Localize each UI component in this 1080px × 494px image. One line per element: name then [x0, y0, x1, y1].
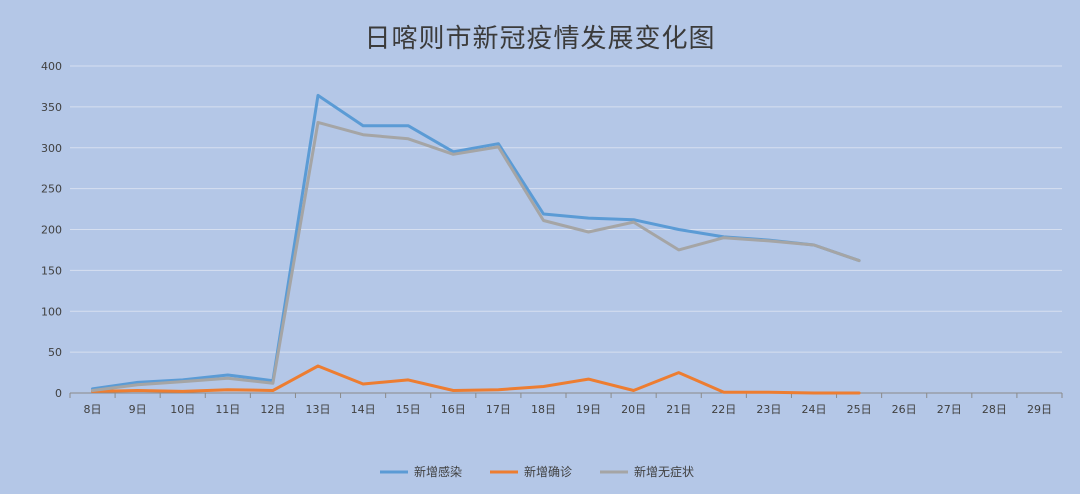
series-line-3: [91, 120, 861, 392]
x-tick-label: 24日: [802, 403, 827, 416]
x-tick-label: 26日: [892, 403, 917, 416]
y-tick-label: 200: [41, 224, 62, 237]
x-tick-label: 9日: [129, 403, 147, 416]
y-tick-label: 150: [41, 264, 62, 277]
x-tick-label: 22日: [711, 403, 736, 416]
x-tick-label: 19日: [576, 403, 601, 416]
legend-label: 新增确诊: [524, 464, 572, 479]
chart-title: 日喀则市新冠疫情发展变化图: [364, 24, 716, 54]
x-tick-label: 21日: [666, 403, 691, 416]
y-tick-label: 50: [48, 346, 62, 359]
x-tick-label: 13日: [306, 403, 331, 416]
legend: 新增感染 新增确诊 新增无症状: [380, 464, 694, 479]
y-tick-label: 400: [41, 60, 62, 73]
series-line-2: [91, 364, 861, 395]
x-tick-label: 28日: [982, 403, 1007, 416]
legend-label: 新增无症状: [634, 464, 694, 479]
x-tick-label: 16日: [441, 403, 466, 416]
x-tick-label: 18日: [531, 403, 556, 416]
y-tick-label: 250: [41, 183, 62, 196]
x-tick-label: 11日: [215, 403, 240, 416]
x-tick-label: 27日: [937, 403, 962, 416]
x-tick-label: 12日: [260, 403, 285, 416]
series-lines: [91, 93, 861, 395]
x-tick-label: 20日: [621, 403, 646, 416]
y-tick-label: 350: [41, 101, 62, 114]
y-tick-label: 100: [41, 305, 62, 318]
axes: 0 50 100 150 200 250 300 350 400 8日 9日 10日 11日 12日 13日…: [41, 60, 1063, 416]
x-tick-label: 17日: [486, 403, 511, 416]
y-tick-label: 300: [41, 142, 62, 155]
x-tick-label: 23日: [756, 403, 781, 416]
y-tick-label: 0: [55, 387, 62, 400]
series-line-1: [91, 93, 861, 391]
x-tick-label: 14日: [351, 403, 376, 416]
x-tick-label: 10日: [170, 403, 195, 416]
x-tick-label: 25日: [847, 403, 872, 416]
grid-lines: [70, 65, 1062, 394]
legend-label: 新增感染: [414, 464, 462, 479]
x-tick-label: 8日: [84, 403, 102, 416]
x-tick-label: 15日: [396, 403, 421, 416]
x-tick-label: 29日: [1027, 403, 1052, 416]
